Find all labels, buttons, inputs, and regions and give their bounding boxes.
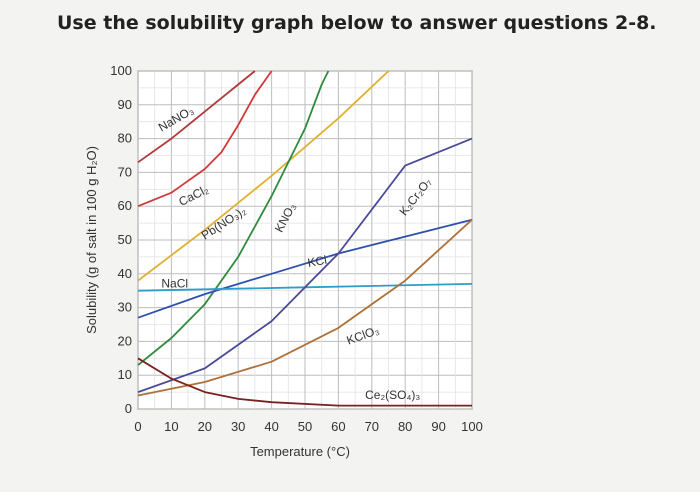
page-title: Use the solubility graph below to answer… [57,12,657,34]
y-tick-label: 10 [118,367,132,382]
y-tick-label: 70 [118,164,132,179]
y-tick-label: 30 [118,300,132,315]
x-tick-label: 0 [134,419,141,434]
series-line-2 [137,70,390,282]
x-tick-label: 60 [331,419,345,434]
x-tick-label: 10 [164,419,178,434]
x-tick-label: 80 [398,419,412,434]
series-label: NaCl [161,276,188,290]
x-tick-label: 40 [264,419,278,434]
y-tick-label: 90 [118,97,132,112]
series-line-3 [137,70,330,366]
y-tick-label: 50 [118,232,132,247]
x-tick-label: 70 [365,419,379,434]
y-tick-label: 40 [118,266,132,281]
tick-labels: 0 10 20 30 40 50 60 70 80 90 100 0 10 20 30 40 50 60 70 80 9… [110,63,483,434]
x-tick-label: 50 [298,419,312,434]
y-axis-label: Solubility (g of salt in 100 g H₂O) [84,146,99,334]
grid [137,70,473,410]
y-tick-label: 80 [118,131,132,146]
series-line-6 [137,137,473,393]
x-tick-label: 90 [431,419,445,434]
series-line-1 [137,70,273,208]
y-tick-label: 60 [118,198,132,213]
y-tick-label: 0 [125,401,132,416]
series-line-0 [137,70,256,164]
y-tick-label: 20 [118,333,132,348]
series-line-7 [137,219,473,397]
y-tick-label: 100 [110,63,132,78]
x-tick-label: 100 [461,419,483,434]
series-line-8 [137,357,472,407]
x-tick-label: 30 [231,419,245,434]
x-axis-label: Temperature (°C) [250,444,350,459]
x-tick-label: 20 [198,419,212,434]
series-layer [137,70,473,407]
series-label: Ce₂(SO₄)₃ [365,388,420,402]
series-line-4 [137,218,473,319]
series-label: KCl [306,253,327,270]
